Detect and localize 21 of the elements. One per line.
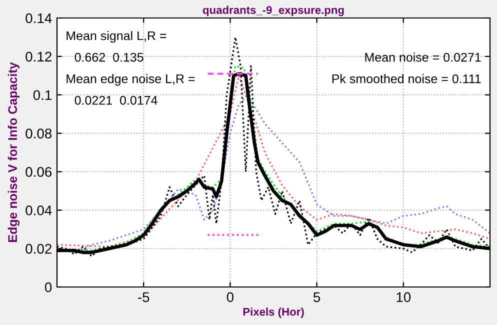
annotation: 0.0221 0.0174 <box>74 96 158 105</box>
y-tick-label: 0.02 <box>26 244 52 254</box>
x-axis-title: Pixels (Hor) <box>243 308 304 318</box>
annotation: Mean edge noise L,R = <box>66 74 195 86</box>
annotation: Pk smoothed noise = 0.111 <box>332 74 481 84</box>
x-tick-label: 0 <box>226 292 234 302</box>
y-tick-label: 0.06 <box>26 167 52 177</box>
chart-title: quadrants_-9_expsure.png <box>202 6 344 16</box>
y-tick-label: 0.14 <box>26 13 52 24</box>
annotation: Mean signal L,R = <box>66 31 166 43</box>
x-tick-label: 5 <box>313 292 320 302</box>
y-axis-title: Edge noise V for Info Capacity <box>8 62 20 242</box>
y-tick-label: 0.1 <box>33 90 52 100</box>
annotation: 0.662 0.135 <box>74 52 144 62</box>
x-tick-label: -5 <box>138 292 150 302</box>
y-tick-label: 0.08 <box>26 128 52 138</box>
y-tick-label: 0.12 <box>26 52 52 62</box>
y-tick-label: 0.04 <box>26 205 52 216</box>
x-tick-label: 10 <box>396 292 411 302</box>
y-tick-label: 0 <box>44 282 52 292</box>
annotation: Mean noise = 0.0271 <box>365 52 481 62</box>
